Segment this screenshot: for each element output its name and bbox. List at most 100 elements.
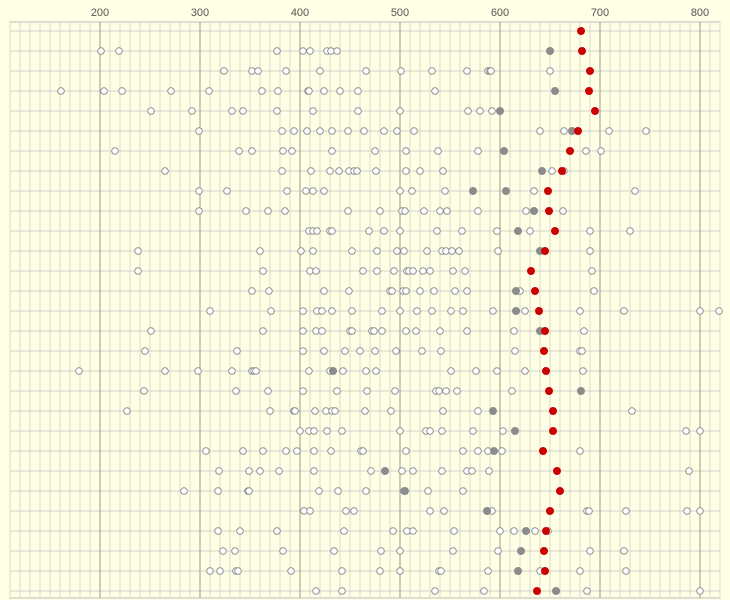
open-dot [100,87,108,95]
open-dot [328,127,336,135]
open-dot [376,207,384,215]
open-dot [344,127,352,135]
open-dot [279,147,287,155]
open-dot [220,67,228,75]
filled-dot [522,527,530,535]
filled-dot [381,467,389,475]
open-dot [134,267,142,275]
open-dot [309,107,317,115]
open-dot [463,67,471,75]
open-dot [396,187,404,195]
filled-dot [512,307,520,315]
filled-dot [578,47,586,55]
open-dot [499,427,507,435]
open-dot [441,187,449,195]
filled-dot [500,147,508,155]
open-dot [472,367,480,375]
open-dot [449,267,457,275]
filled-dot [539,447,547,455]
open-dot [493,367,501,375]
open-dot [331,407,339,415]
open-dot [396,227,404,235]
open-dot [586,547,594,555]
filled-dot [546,47,554,55]
filled-dot [541,247,549,255]
open-dot [299,327,307,335]
open-dot [622,507,630,515]
x-tick-label: 400 [291,7,309,19]
open-dot [402,287,410,295]
open-dot [416,287,424,295]
open-dot [578,347,586,355]
open-dot [393,127,401,135]
open-dot [316,67,324,75]
open-dot [459,487,467,495]
open-dot [273,47,281,55]
open-dot [430,287,438,295]
filled-dot [514,567,522,575]
open-dot [715,307,723,315]
open-dot [312,267,320,275]
open-dot [576,447,584,455]
open-dot [412,327,420,335]
open-dot [431,587,439,595]
open-dot [363,387,371,395]
open-dot [459,447,467,455]
filled-dot [490,447,498,455]
open-dot [214,527,222,535]
open-dot [390,267,398,275]
open-dot [526,227,534,235]
open-dot [275,467,283,475]
plot-area [9,21,721,599]
open-dot [410,127,418,135]
filled-dot [329,367,337,375]
open-dot [493,227,501,235]
open-dot [267,307,275,315]
open-dot [498,447,506,455]
open-dot [305,367,313,375]
open-dot [373,247,381,255]
open-dot [282,67,290,75]
open-dot [219,547,227,555]
open-dot [631,187,639,195]
open-dot [303,127,311,135]
filled-dot [544,187,552,195]
open-dot [323,427,331,435]
filled-dot [545,207,553,215]
open-dot [620,307,628,315]
open-dot [453,387,461,395]
open-dot [474,407,482,415]
open-dot [309,187,317,195]
open-dot [628,407,636,415]
filled-dot [531,287,539,295]
open-dot [309,247,317,255]
open-dot [299,47,307,55]
open-dot [205,87,213,95]
open-dot [313,227,321,235]
open-dot [359,447,367,455]
open-dot [233,347,241,355]
open-dot [320,87,328,95]
filled-dot [530,207,538,215]
open-dot [111,147,119,155]
open-dot [418,347,426,355]
open-dot [245,467,253,475]
open-dot [118,87,126,95]
open-dot [409,267,417,275]
open-dot [494,547,502,555]
open-dot [696,307,704,315]
filled-dot [483,507,491,515]
open-dot [248,147,256,155]
open-dot [259,447,267,455]
open-dot [161,367,169,375]
open-dot [307,167,315,175]
filled-dot [517,547,525,555]
open-dot [438,427,446,435]
open-dot [365,227,373,235]
filled-dot [558,167,566,175]
open-dot [327,447,335,455]
open-dot [626,227,634,235]
open-dot [320,347,328,355]
filled-dot [585,87,593,95]
open-dot [348,327,356,335]
